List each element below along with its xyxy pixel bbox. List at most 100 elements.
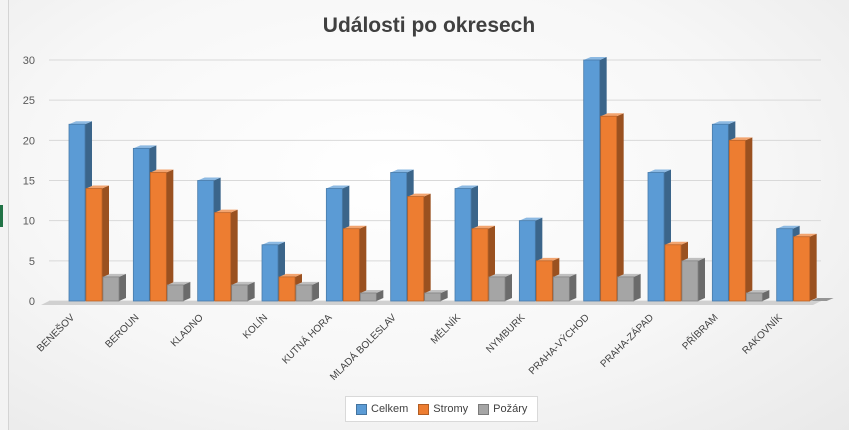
legend-swatch-celkem	[356, 403, 367, 415]
chart-area[interactable]: Události po okresech 0 5 10 15 20 25 30 BENEŠOV…	[9, 0, 849, 430]
bar-top	[489, 273, 512, 277]
bar-stromy-5	[407, 193, 431, 302]
legend-swatch-pozary	[478, 403, 490, 415]
bar-top	[326, 185, 350, 189]
legend-item-stromy: Stromy	[418, 403, 468, 415]
bar-front	[68, 123, 86, 302]
x-tick-label: PRAHA-ZÁPAD	[597, 311, 656, 370]
bar-front	[278, 276, 296, 302]
legend-item-celkem: Celkem	[356, 403, 408, 415]
bar-top	[455, 185, 478, 189]
bar-top	[583, 57, 607, 60]
bar-side	[183, 281, 191, 301]
bar-front	[793, 236, 811, 302]
bar-front	[342, 228, 360, 302]
bar-top	[600, 113, 624, 117]
bar-top	[424, 289, 448, 293]
bar-top	[390, 169, 414, 173]
bar-front	[647, 172, 665, 302]
bar-top	[519, 217, 543, 221]
bar-front	[454, 188, 472, 302]
bar-stromy-0	[85, 185, 109, 302]
plot-area: 0 5 10 15 20 25 30 BENEŠOV BEROUN KLADNO KOLÍN KUTN…	[23, 55, 834, 383]
x-tick-label: MLADÁ BOLESLAV	[327, 311, 399, 383]
bar-side	[166, 169, 174, 301]
bar-top	[150, 169, 174, 173]
bar-front	[664, 244, 682, 302]
bar-top	[343, 225, 367, 229]
legend-label: Celkem	[371, 403, 409, 415]
bar-front	[132, 147, 150, 302]
x-tick-label: PŘÍBRAM	[679, 311, 720, 352]
bar-top	[648, 169, 671, 173]
bar-front	[102, 276, 120, 302]
bar-požáry-8	[617, 273, 641, 302]
bar-side	[745, 137, 753, 301]
bar-side	[698, 257, 705, 301]
bar-side	[119, 273, 126, 301]
legend-label: Požáry	[493, 403, 528, 415]
y-tick-label: 0	[29, 296, 35, 308]
bar-front	[728, 139, 746, 302]
bar-top	[793, 233, 817, 237]
x-tick-label: KOLÍN	[240, 311, 270, 341]
x-tick-label: PRAHA-VÝCHOD	[526, 311, 592, 377]
bar-požáry-0	[102, 273, 126, 302]
bar-side	[569, 273, 577, 301]
x-tick-label: RAKOVNÍK	[739, 311, 785, 357]
bar-celkem-2	[197, 177, 221, 302]
bar-side	[762, 289, 770, 301]
bar-top	[296, 281, 319, 285]
legend-label: Stromy	[433, 403, 469, 415]
bar-front	[617, 276, 635, 302]
bar-top	[712, 121, 736, 125]
bar-top	[262, 241, 285, 245]
sheet-edge	[0, 0, 9, 430]
bar-front	[359, 292, 377, 302]
bar-front	[518, 220, 536, 302]
bar-side	[440, 289, 448, 301]
bar-front	[325, 188, 343, 302]
bar-front	[600, 115, 618, 302]
y-tick-label: 20	[23, 135, 35, 147]
bar-top	[103, 273, 126, 277]
bar-požáry-7	[552, 273, 577, 302]
bar-top	[197, 177, 221, 181]
bar-front	[471, 228, 489, 302]
bar-front	[711, 123, 729, 302]
x-tick-label: BEROUN	[103, 312, 141, 350]
y-tick-label: 30	[23, 55, 35, 67]
bar-front	[424, 292, 442, 302]
bar-top	[133, 145, 157, 149]
legend-item-pozary: Požáry	[478, 403, 527, 415]
bar-side	[616, 113, 624, 301]
bar-side	[809, 233, 817, 301]
bar-side	[230, 209, 238, 301]
bar-požáry-6	[488, 273, 512, 302]
bar-požáry-2	[231, 281, 255, 302]
bar-front	[745, 292, 763, 302]
bar-top	[86, 185, 109, 189]
bar-top	[69, 121, 92, 125]
bar-požáry-10	[745, 289, 770, 302]
bar-front	[295, 284, 313, 302]
bar-top	[746, 289, 770, 293]
y-tick-label: 10	[23, 216, 35, 228]
legend[interactable]: Celkem Stromy Požáry	[345, 396, 539, 422]
bar-top	[536, 257, 560, 261]
bar-stromy-11	[793, 233, 817, 302]
x-tick-label: NYMBURK	[484, 312, 527, 355]
bar-top	[810, 298, 834, 301]
bar-stromy-10	[728, 137, 753, 302]
bar-side	[247, 281, 255, 301]
bar-top	[360, 289, 384, 293]
bar-požáry-4	[359, 289, 384, 302]
bar-top	[214, 209, 238, 213]
bar-top	[665, 241, 688, 245]
bar-top	[279, 273, 302, 277]
legend-swatch-stromy	[418, 403, 430, 415]
x-tick-label: MĚLNÍK	[428, 311, 464, 347]
bar-stromy-2	[214, 209, 238, 302]
bar-stromy-4	[342, 225, 367, 302]
bar-side	[312, 281, 319, 301]
